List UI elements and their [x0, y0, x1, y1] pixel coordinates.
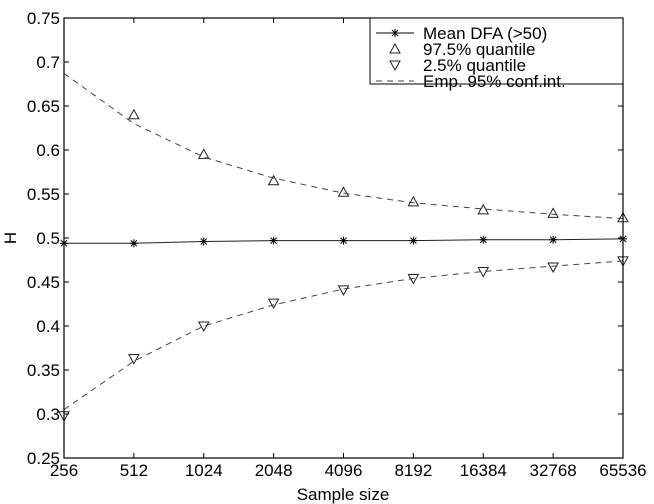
- y-axis-label: H: [1, 232, 20, 244]
- star-stroke: [130, 239, 138, 247]
- quantile-025-point: [407, 273, 420, 285]
- mean-dfa-point: [129, 239, 138, 248]
- y-tick-label: 0.65: [27, 97, 60, 116]
- star-stroke: [410, 237, 417, 244]
- y-tick-label: 0.6: [36, 141, 60, 160]
- x-tick-label: 512: [120, 461, 148, 480]
- legend-label: 97.5% quantile: [423, 40, 535, 59]
- x-tick-label: 1024: [185, 461, 223, 480]
- mean-dfa-point: [199, 237, 208, 246]
- y-tick-label: 0.55: [27, 185, 60, 204]
- quantile-975-point: [547, 207, 559, 218]
- star-stroke: [200, 238, 208, 245]
- star-stroke: [391, 29, 399, 37]
- star-stroke: [270, 237, 277, 244]
- quantile-025-point: [547, 262, 559, 274]
- y-tick-label: 0.45: [27, 273, 60, 292]
- y-tick-label: 0.35: [27, 361, 60, 380]
- legend-star-icon: [391, 29, 399, 37]
- x-tick-label: 16384: [460, 461, 507, 480]
- x-tick-label: 4096: [325, 461, 363, 480]
- legend-triangle-up-icon: [389, 42, 401, 54]
- mean-dfa-point: [409, 236, 418, 245]
- quantile-025-point: [337, 285, 350, 296]
- quantile-975-point: [128, 108, 140, 120]
- quantile-025-point: [128, 354, 140, 365]
- star-stroke: [479, 236, 487, 244]
- x-tick-label: 65536: [599, 461, 646, 480]
- mean-dfa-point: [269, 236, 278, 245]
- quantile-975-point: [477, 203, 490, 215]
- quantile-975-point: [267, 174, 280, 186]
- y-tick-label: 0.7: [36, 53, 60, 72]
- y-tick-label: 0.4: [36, 317, 60, 336]
- x-tick-label: 256: [50, 461, 78, 480]
- x-tick-label: 8192: [394, 461, 432, 480]
- legend-triangle-down-icon: [389, 60, 401, 72]
- quantile-975-point: [197, 148, 210, 159]
- mean-dfa-point: [339, 236, 348, 245]
- quantile-975-point: [407, 195, 420, 207]
- star-stroke: [549, 236, 557, 244]
- legend-label: Mean DFA (>50): [423, 24, 547, 43]
- legend-label: 2.5% quantile: [423, 56, 526, 75]
- quantile-025-point: [477, 266, 490, 278]
- y-tick-label: 0.5: [36, 229, 60, 248]
- mean-dfa-point: [479, 235, 488, 244]
- quantile-025-point: [197, 321, 210, 333]
- mean-dfa-point: [549, 235, 558, 244]
- legend-label: Emp. 95% conf.int.: [423, 72, 566, 91]
- quantile-025-point: [267, 298, 280, 310]
- star-stroke: [340, 237, 347, 244]
- quantile-975-point: [337, 186, 350, 197]
- y-tick-label: 0.75: [27, 9, 60, 28]
- x-axis-label: Sample size: [297, 485, 390, 504]
- y-tick-label: 0.25: [27, 449, 60, 468]
- conf-int-lower-line: [63, 260, 624, 411]
- x-tick-label: 32768: [529, 461, 576, 480]
- y-tick-label: 0.3: [36, 405, 60, 424]
- x-tick-label: 2048: [255, 461, 293, 480]
- conf-int-upper-line: [63, 73, 624, 220]
